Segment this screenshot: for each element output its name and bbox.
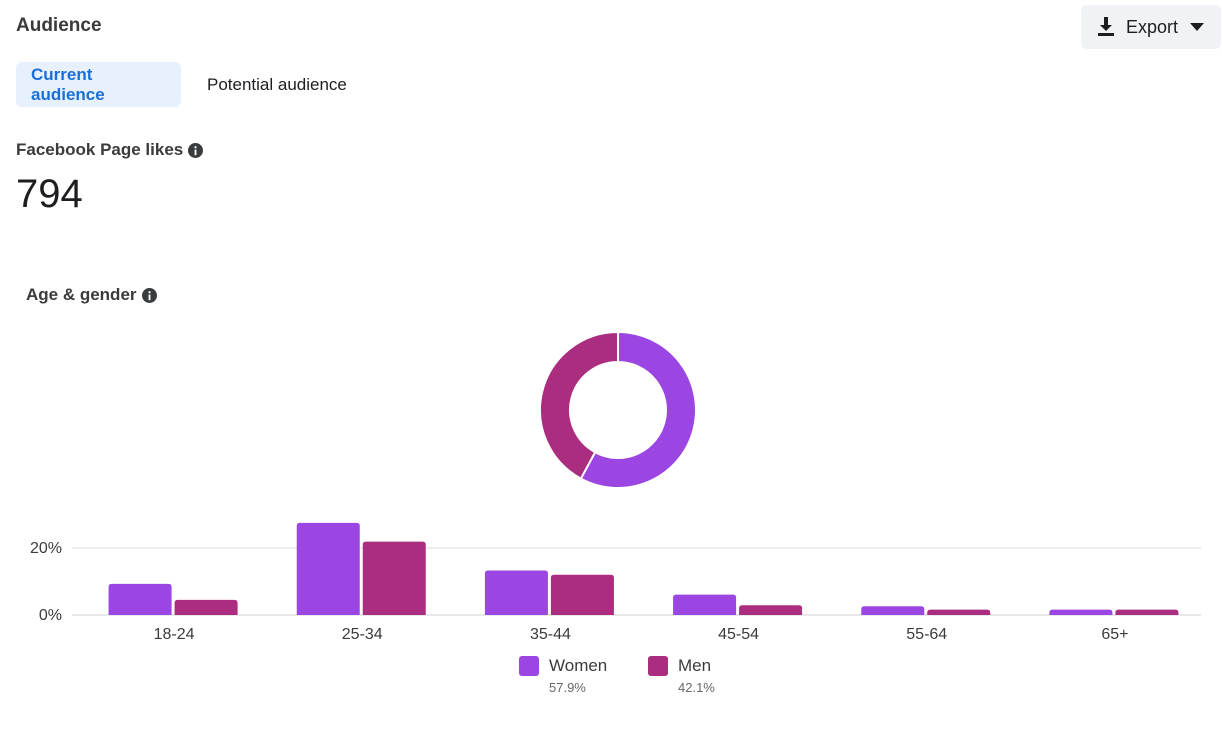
bar-men-18-24 xyxy=(174,599,238,615)
bar-women-35-44 xyxy=(484,570,548,615)
age-gender-chart: 0% 20% 18-24 25-34 35-44 45-54 55-64 65+ xyxy=(30,330,1201,643)
y-tick-label: 20% xyxy=(30,540,62,557)
page-likes-label-text: Facebook Page likes xyxy=(16,140,184,159)
bar-women-45-54 xyxy=(673,594,737,615)
info-icon[interactable] xyxy=(141,287,157,303)
donut-slice-men xyxy=(539,330,619,480)
x-tick-label: 18-24 xyxy=(154,626,195,643)
x-tick-label: 65+ xyxy=(1101,626,1128,643)
legend-men: Men 42.1% xyxy=(648,656,715,695)
export-label: Export xyxy=(1126,16,1179,37)
tab-potential-audience[interactable]: Potential audience xyxy=(207,74,347,94)
legend-women-label: Women xyxy=(549,656,608,675)
tab-current-audience[interactable]: Current audience xyxy=(16,62,181,107)
bar-men-35-44 xyxy=(550,574,614,615)
bar-women-25-34 xyxy=(296,522,360,615)
bar-women-65+ xyxy=(1049,609,1113,615)
y-tick-label: 0% xyxy=(39,607,62,624)
bar-men-65+ xyxy=(1115,609,1179,615)
donut-slice-women xyxy=(579,330,697,489)
info-icon[interactable] xyxy=(188,142,204,158)
legend-men-label: Men xyxy=(678,656,712,675)
x-tick-label: 25-34 xyxy=(342,626,383,643)
bar-women-18-24 xyxy=(108,583,172,615)
chevron-down-icon xyxy=(1190,22,1205,31)
bar-men-55-64 xyxy=(927,609,991,615)
age-gender-label: Age & gender xyxy=(26,285,157,305)
legend-women-pct: 57.9% xyxy=(549,680,586,695)
x-tick-label: 35-44 xyxy=(530,626,571,643)
page-likes-label: Facebook Page likes xyxy=(16,140,204,160)
bar-men-45-54 xyxy=(739,605,803,615)
legend-women: Women 57.9% xyxy=(519,656,607,695)
download-icon xyxy=(1098,17,1114,36)
bar-women-55-64 xyxy=(861,606,925,615)
export-button[interactable]: Export xyxy=(1081,5,1221,49)
women-swatch xyxy=(519,656,539,676)
x-tick-label: 45-54 xyxy=(718,626,759,643)
men-swatch xyxy=(648,656,668,676)
legend-men-pct: 42.1% xyxy=(678,680,715,695)
age-gender-label-text: Age & gender xyxy=(26,285,137,304)
page-title: Audience xyxy=(16,15,102,36)
page-likes-value: 794 xyxy=(16,172,83,216)
x-tick-label: 55-64 xyxy=(906,626,947,643)
bar-men-25-34 xyxy=(362,541,426,615)
